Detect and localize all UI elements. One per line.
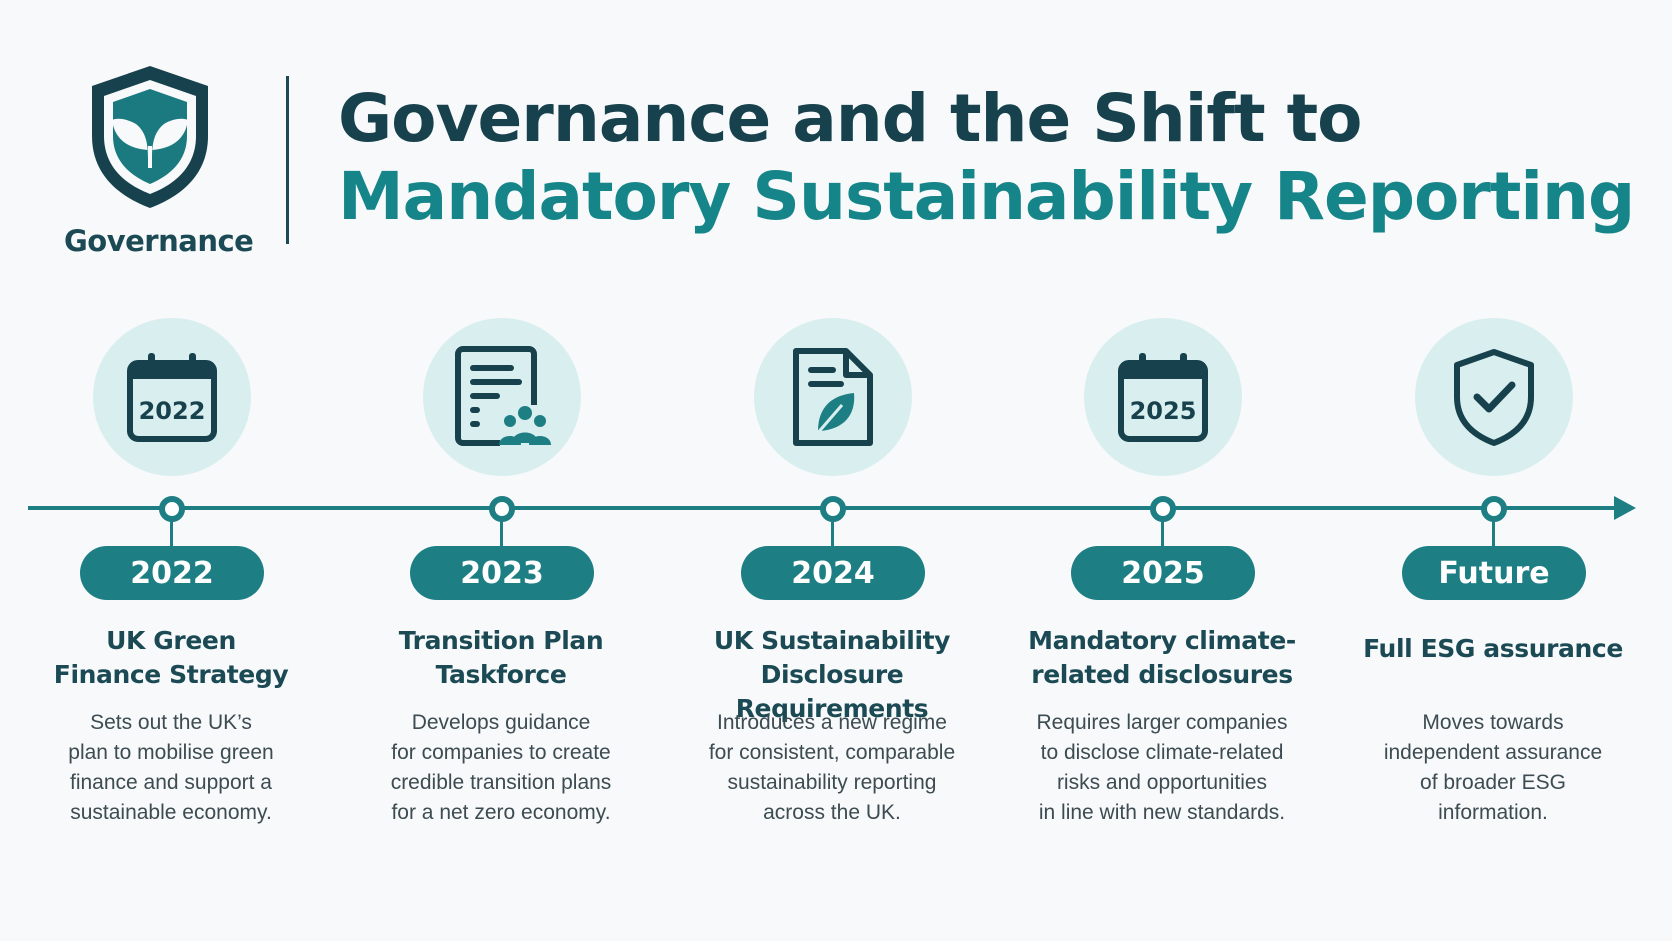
description-line: Develops guidance: [411, 711, 591, 734]
milestone-title-line: Full ESG assurance: [1363, 634, 1623, 663]
year-badge: 2023: [410, 546, 594, 600]
description-line: Sets out the UK’s: [90, 711, 252, 734]
logo-label: Governance: [64, 224, 254, 258]
milestone-title: UK Sustainability Disclosure Requirement…: [667, 624, 997, 726]
timeline-connector: [1492, 522, 1495, 546]
timeline-connector: [831, 522, 834, 546]
icon-circle: [754, 318, 912, 476]
timeline-node: [489, 496, 515, 522]
milestone-title-line: Disclosure Requirements: [735, 660, 929, 723]
description-line: for a net zero economy.: [391, 801, 611, 824]
title-line-2: Mandatory Sustainability Reporting: [338, 158, 1635, 235]
milestone-title-line: Taskforce: [435, 660, 567, 689]
timeline-node: [159, 496, 185, 522]
shield-check-icon: [1454, 349, 1534, 446]
shield-leaf-icon: [92, 66, 208, 208]
description-line: credible transition plans: [390, 771, 612, 794]
description-line: Requires larger companies: [1036, 711, 1288, 734]
description-line: Moves towards: [1422, 711, 1564, 734]
timeline-node: [820, 496, 846, 522]
description-line: finance and support a: [70, 771, 272, 794]
description-line: information.: [1438, 801, 1548, 824]
timeline-connector: [500, 522, 503, 546]
icon-circle: [1415, 318, 1573, 476]
description-line: in line with new standards.: [1038, 801, 1286, 824]
description-line: risks and opportunities: [1056, 771, 1268, 794]
document-leaf-icon: [793, 348, 873, 446]
milestone-description: Introduces a new regime for consistent, …: [667, 708, 997, 828]
timeline-arrowhead: [1614, 496, 1636, 520]
calendar-icon: 2025: [1118, 353, 1208, 442]
year-badge: 2024: [741, 546, 925, 600]
milestone-title: Full ESG assurance: [1328, 632, 1658, 666]
page-title: Governance and the Shift to Mandatory Su…: [338, 80, 1635, 236]
calendar-year-text: 2025: [1130, 397, 1197, 425]
milestone-title: UK Green Finance Strategy: [6, 624, 336, 692]
icon-circle: 2025: [1084, 318, 1242, 476]
description-line: independent assurance: [1383, 741, 1603, 764]
milestone-title-line: Transition Plan: [398, 626, 604, 655]
milestone-description: Sets out the UK’s plan to mobilise green…: [6, 708, 336, 828]
milestone-title: Transition Plan Taskforce: [336, 624, 666, 692]
description-line: for consistent, comparable: [708, 741, 956, 764]
timeline-node: [1150, 496, 1176, 522]
milestone-title-line: UK Sustainability: [713, 626, 951, 655]
calendar-icon: 2022: [127, 353, 217, 442]
description-line: sustainable economy.: [70, 801, 272, 824]
milestone-description: Requires larger companies to disclose cl…: [997, 708, 1327, 828]
icon-circle: [423, 318, 581, 476]
description-line: of broader ESG: [1420, 771, 1566, 794]
milestone-title-line: UK Green: [106, 626, 236, 655]
milestone-title: Mandatory climate- related disclosures: [997, 624, 1327, 692]
description-line: for companies to create: [391, 741, 611, 764]
milestone-description: Moves towards independent assurance of b…: [1328, 708, 1658, 828]
governance-logo: Governance: [58, 62, 254, 258]
description-line: sustainability reporting: [727, 771, 937, 794]
timeline-connector: [170, 522, 173, 546]
calendar-year-text: 2022: [139, 397, 206, 425]
year-badge: Future: [1402, 546, 1586, 600]
milestone-title-line: Finance Strategy: [53, 660, 289, 689]
title-line-1: Governance and the Shift to: [338, 80, 1363, 157]
timeline-connector: [1161, 522, 1164, 546]
milestone-description: Develops guidance for companies to creat…: [336, 708, 666, 828]
icon-circle: 2022: [93, 318, 251, 476]
year-badge: 2022: [80, 546, 264, 600]
year-badge: 2025: [1071, 546, 1255, 600]
header-divider: [286, 76, 289, 244]
milestone-title-line: related disclosures: [1031, 660, 1293, 689]
milestone-title-line: Mandatory climate-: [1028, 626, 1296, 655]
description-line: to disclose climate-related: [1040, 741, 1284, 764]
document-people-icon: [455, 346, 551, 447]
description-line: plan to mobilise green: [68, 741, 274, 764]
description-line: Introduces a new regime: [717, 711, 947, 734]
description-line: across the UK.: [763, 801, 901, 824]
timeline-node: [1481, 496, 1507, 522]
